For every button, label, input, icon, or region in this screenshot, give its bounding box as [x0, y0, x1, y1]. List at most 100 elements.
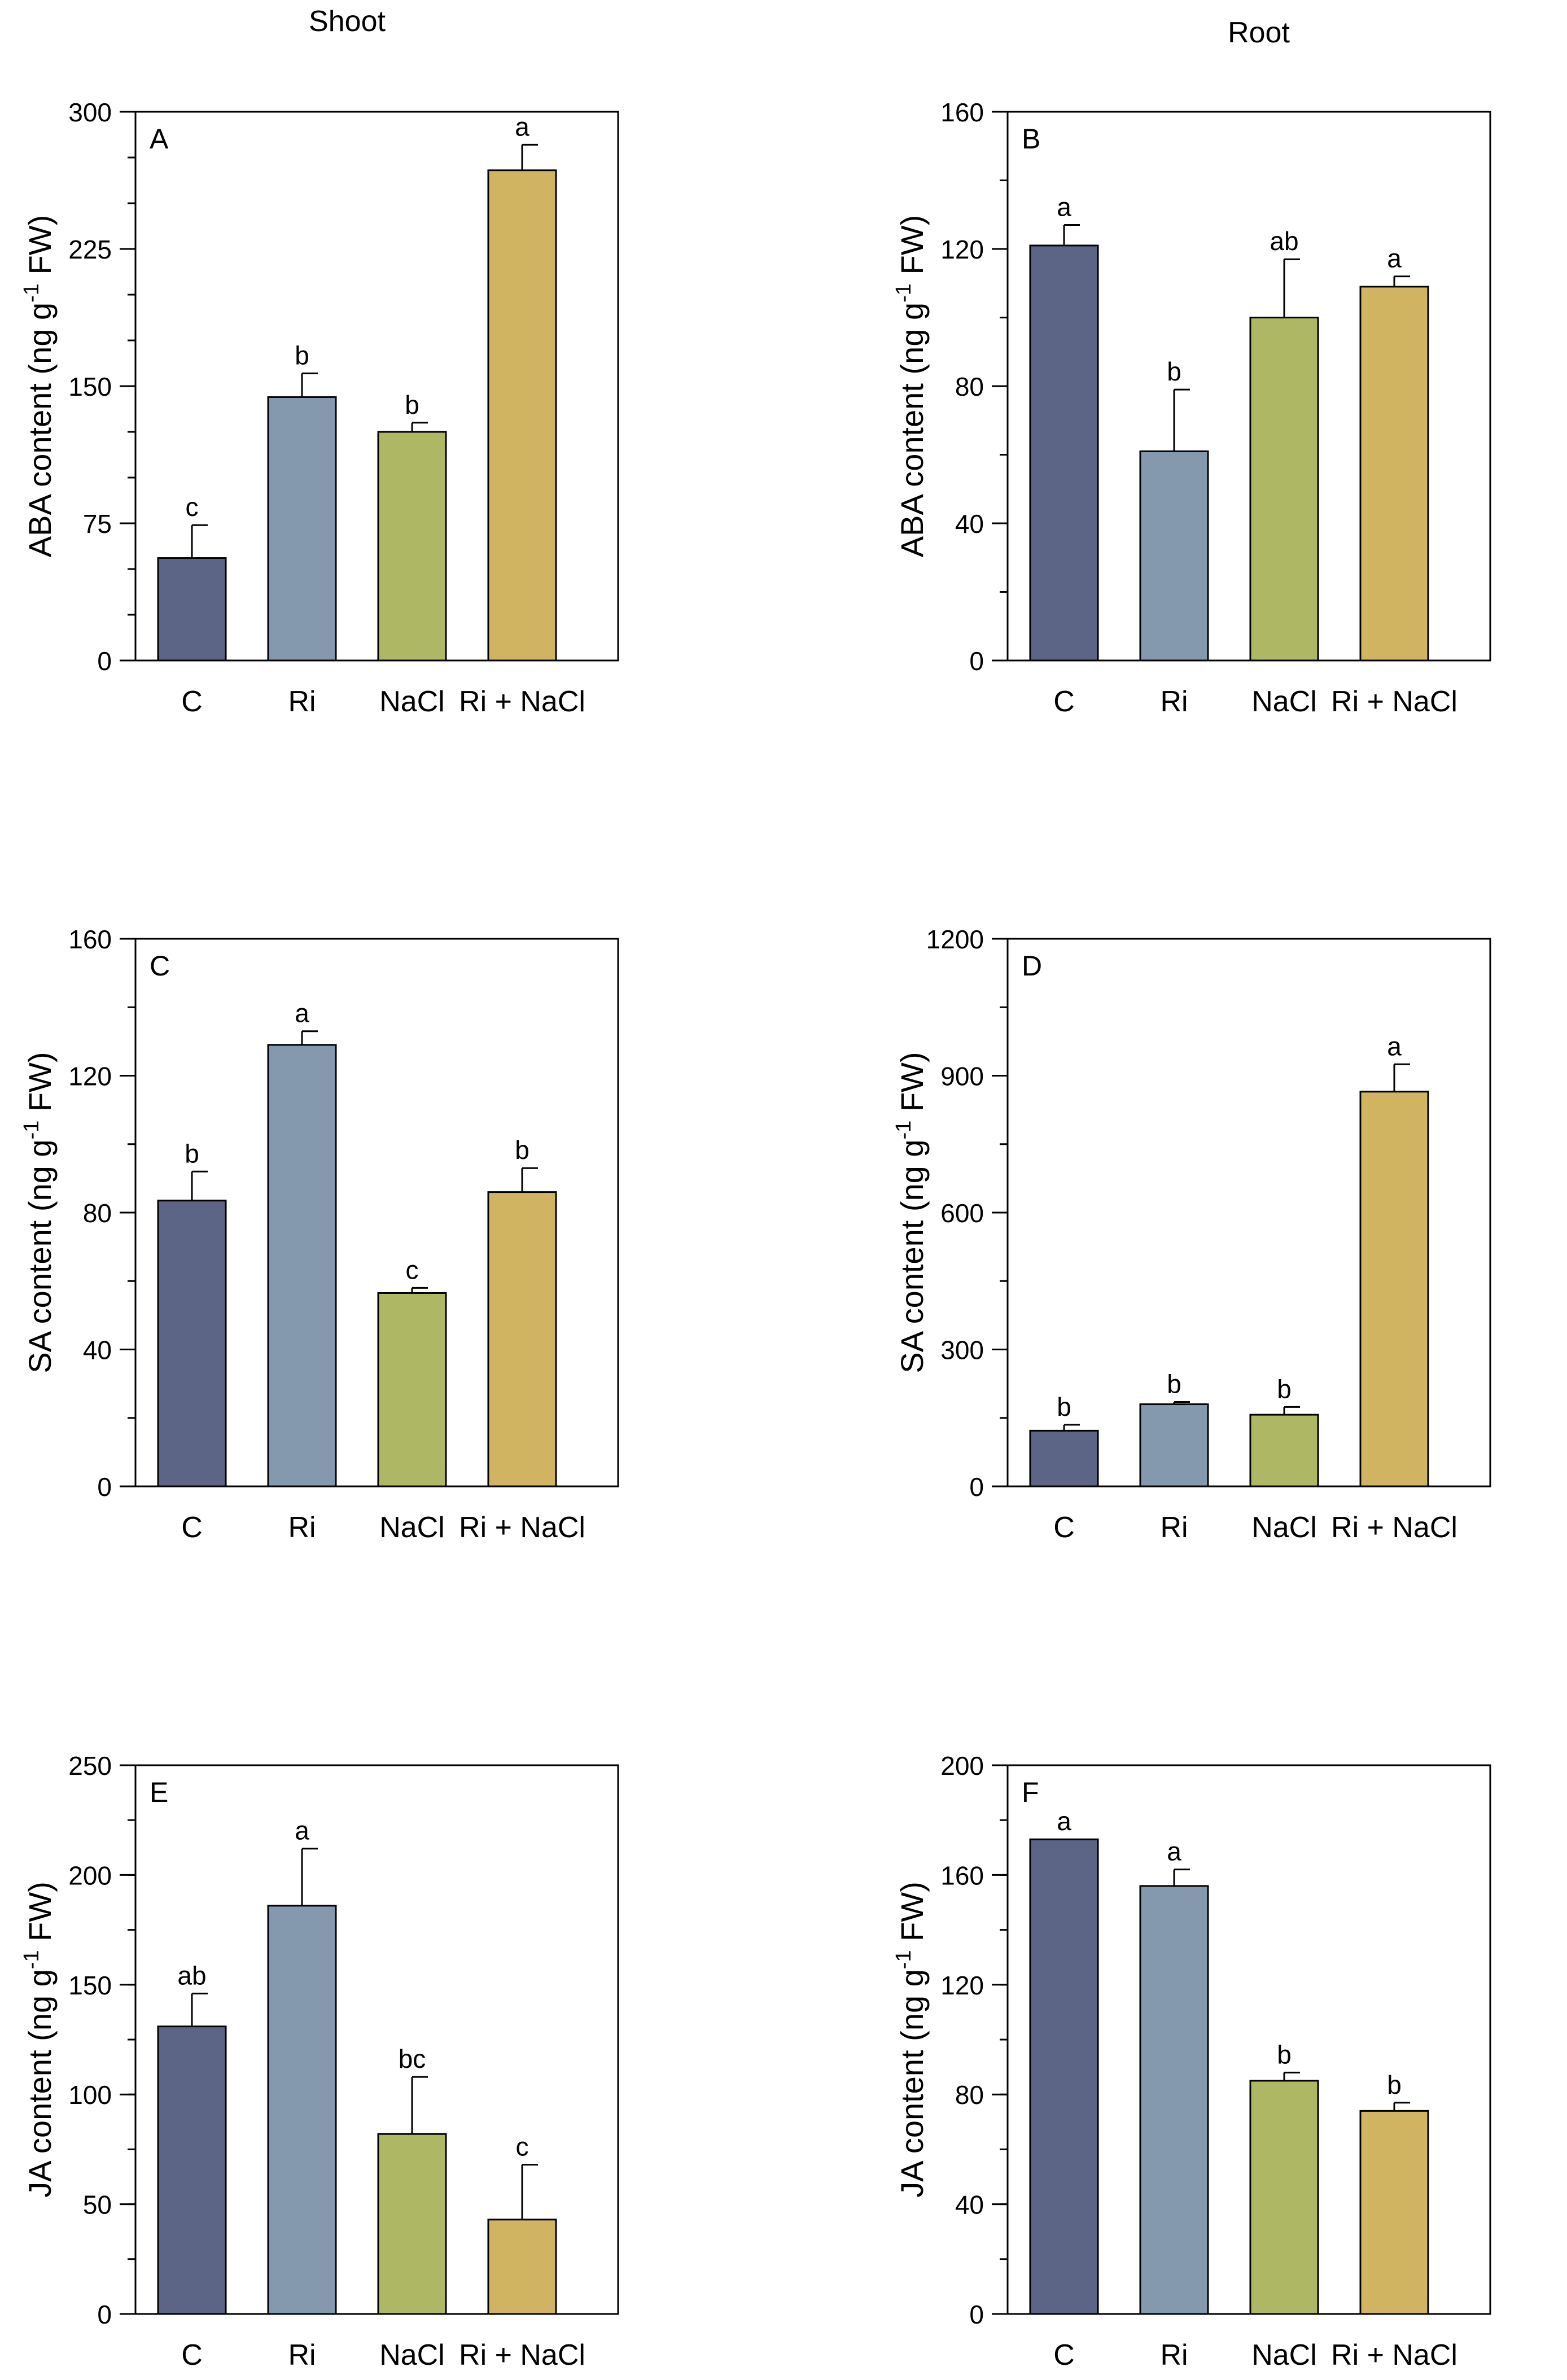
y-axis-label: SA content (ng g-1 FW) — [20, 1052, 58, 1373]
x-category-label: Ri + NaCl — [1331, 2339, 1457, 2372]
bar — [1359, 2110, 1429, 2315]
significance-letter: bc — [399, 2044, 426, 2073]
y-tick-label: 40 — [955, 2190, 984, 2220]
y-tick-label: 225 — [68, 235, 112, 264]
bar — [1139, 450, 1209, 662]
panel-letter: C — [150, 950, 170, 982]
significance-letter: c — [406, 1255, 419, 1284]
x-category-label: Ri — [288, 2339, 316, 2372]
y-axis-label: ABA content (ng g-1 FW) — [892, 215, 930, 558]
y-tick-label: 40 — [955, 509, 984, 539]
significance-letter: a — [1057, 192, 1071, 221]
bar — [1249, 1414, 1319, 1488]
bar — [157, 1200, 227, 1488]
bar — [487, 169, 557, 662]
y-tick-label: 900 — [940, 1062, 984, 1091]
significance-letter: a — [295, 999, 309, 1028]
significance-letter: c — [516, 2132, 529, 2162]
significance-letter: a — [515, 112, 529, 141]
y-tick-label: 100 — [68, 2080, 112, 2110]
panel-c: C 0 40 80 120 160 SA content (ng g-1 FW) b Ca Ri c… — [20, 925, 619, 1544]
y-tick-label: 80 — [83, 1198, 112, 1228]
bar — [487, 2219, 557, 2315]
panel-d: D 0 300 600 900 1200 SA content (ng g-1 FW) b Cb… — [892, 925, 1491, 1544]
x-category-label: NaCl — [1251, 2339, 1317, 2372]
x-category-label: Ri + NaCl — [459, 1511, 585, 1544]
panel-letter: D — [1022, 950, 1042, 982]
x-category-label: Ri — [1160, 685, 1188, 718]
bar — [157, 2025, 227, 2315]
significance-letter: a — [1167, 1837, 1181, 1866]
significance-letter: b — [405, 390, 419, 419]
bar — [1029, 244, 1099, 662]
significance-letter: b — [1277, 2040, 1292, 2069]
y-tick-label: 120 — [940, 1971, 984, 2000]
bar — [377, 2133, 447, 2315]
x-category-label: C — [1053, 1511, 1075, 1544]
y-axis-label: ABA content (ng g-1 FW) — [20, 215, 58, 558]
y-tick-label: 0 — [97, 2300, 112, 2329]
bar — [1359, 286, 1429, 662]
y-axis-label: JA content (ng g-1 FW) — [20, 1882, 58, 2198]
y-tick-label: 75 — [83, 509, 112, 539]
y-axis-label: JA content (ng g-1 FW) — [892, 1882, 930, 2198]
panel-letter: A — [150, 123, 169, 155]
x-category-label: Ri + NaCl — [459, 2339, 585, 2372]
x-category-label: Ri — [1160, 2339, 1188, 2372]
significance-letter: a — [1387, 1031, 1402, 1061]
y-tick-label: 300 — [940, 1336, 984, 1365]
panel-letter: B — [1022, 123, 1040, 155]
y-tick-label: 160 — [68, 925, 112, 954]
x-category-label: Ri + NaCl — [459, 685, 585, 718]
y-tick-label: 80 — [955, 2080, 984, 2110]
bar — [1029, 1429, 1099, 1488]
significance-letter: b — [295, 340, 309, 370]
y-tick-label: 0 — [969, 1472, 984, 1502]
y-axis-label: SA content (ng g-1 FW) — [892, 1052, 930, 1373]
y-tick-label: 150 — [68, 1971, 112, 2000]
y-tick-label: 160 — [940, 98, 984, 127]
y-tick-label: 0 — [97, 646, 112, 676]
bar — [1029, 1838, 1099, 2315]
y-tick-label: 0 — [969, 2300, 984, 2329]
y-tick-label: 120 — [940, 235, 984, 264]
column-header-shoot: Shoot — [309, 5, 386, 38]
y-tick-label: 300 — [68, 98, 112, 127]
bar — [377, 1292, 447, 1488]
y-tick-label: 200 — [68, 1861, 112, 1890]
significance-letter: a — [1387, 244, 1402, 273]
y-tick-label: 600 — [940, 1198, 984, 1228]
y-tick-label: 50 — [83, 2190, 112, 2220]
significance-letter: a — [1057, 1806, 1071, 1836]
panel-letter: E — [150, 1777, 168, 1808]
bar — [377, 431, 447, 662]
panel-b: B 0 40 80 120 160 ABA content (ng g-1 FW) a Cb Ri… — [892, 98, 1491, 718]
x-category-label: Ri — [288, 1511, 316, 1544]
bar — [267, 1905, 337, 2315]
y-tick-label: 120 — [68, 1062, 112, 1091]
bar — [1249, 2080, 1319, 2315]
bar — [157, 557, 227, 662]
y-tick-label: 200 — [940, 1751, 984, 1780]
bar — [1249, 317, 1319, 662]
panel-f: F 0 40 80 120 160 200 JA content (ng g-1 FW) a Ca… — [892, 1751, 1491, 2372]
x-category-label: NaCl — [379, 2339, 445, 2372]
panel-letter: F — [1022, 1777, 1039, 1808]
column-header-root: Root — [1228, 16, 1290, 49]
bar — [1139, 1885, 1209, 2315]
panel-a: A 0 75 150 225 300 ABA content (ng g-1 FW) c Cb R… — [20, 98, 619, 718]
y-tick-label: 1200 — [926, 925, 984, 954]
y-tick-label: 250 — [68, 1751, 112, 1780]
x-category-label: Ri — [288, 685, 316, 718]
y-tick-label: 0 — [969, 646, 984, 676]
bar — [1139, 1403, 1209, 1488]
y-tick-label: 80 — [955, 372, 984, 401]
x-category-label: C — [181, 1511, 203, 1544]
significance-letter: b — [185, 1139, 199, 1168]
x-category-label: C — [181, 685, 203, 718]
bar — [487, 1191, 557, 1488]
significance-letter: b — [1167, 357, 1181, 386]
significance-letter: ab — [1270, 226, 1298, 256]
significance-letter: b — [1167, 1369, 1181, 1398]
